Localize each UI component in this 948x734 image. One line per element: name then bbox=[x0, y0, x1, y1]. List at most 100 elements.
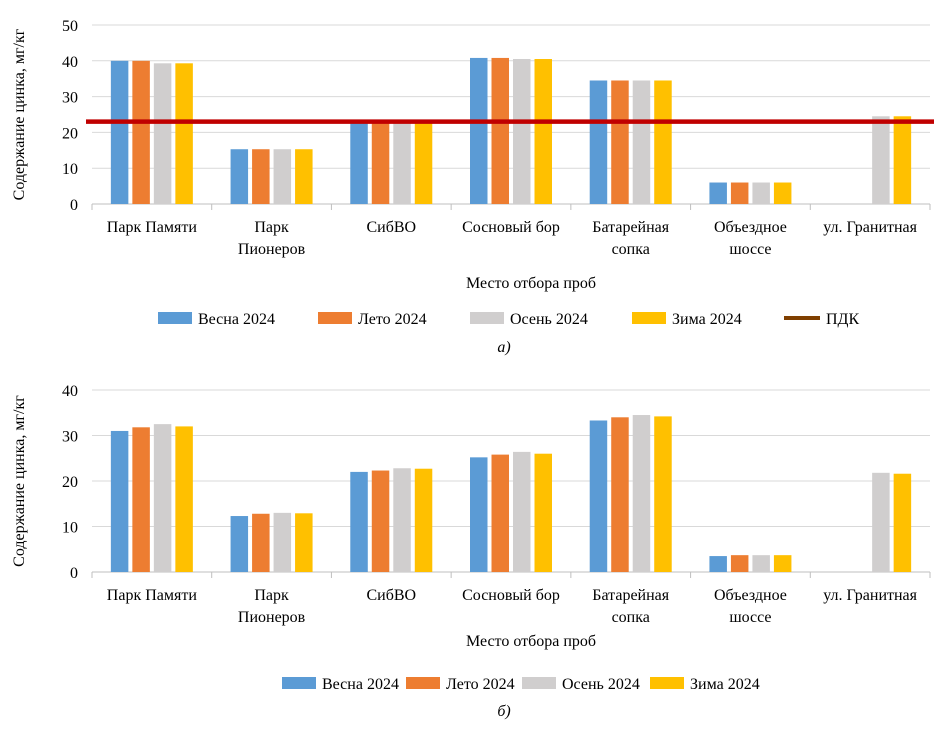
x-category-label: Батарейная bbox=[592, 587, 669, 604]
x-category-label: Парк Памяти bbox=[107, 219, 198, 236]
bar bbox=[872, 472, 890, 572]
bar bbox=[632, 415, 651, 572]
y-tick-label: 0 bbox=[70, 565, 78, 582]
bar bbox=[730, 182, 749, 204]
legend-label: Осень 2024 bbox=[510, 311, 588, 328]
bar bbox=[414, 468, 433, 572]
bar bbox=[393, 123, 411, 204]
legend-label: Лето 2024 bbox=[446, 676, 515, 693]
x-category-label: Объездное bbox=[714, 587, 787, 604]
bar bbox=[534, 59, 552, 205]
bar bbox=[470, 457, 488, 572]
y-tick-label: 40 bbox=[62, 54, 78, 71]
bar bbox=[252, 513, 270, 572]
bar bbox=[175, 426, 193, 572]
chart-panel-a: 0 10 20 30 40 50 Парк Памяти Парк Пионеров СибВО С… bbox=[11, 18, 934, 356]
bar bbox=[632, 80, 651, 204]
bar bbox=[132, 60, 150, 204]
y-tick-label: 30 bbox=[62, 90, 78, 107]
legend-label: Весна 2024 bbox=[198, 311, 275, 328]
x-category-label: СибВО bbox=[366, 219, 416, 236]
legend-label: Зима 2024 bbox=[672, 311, 742, 328]
legend-swatch bbox=[406, 677, 440, 689]
x-category-label: Сосновый бор bbox=[462, 219, 560, 236]
bar bbox=[393, 468, 411, 572]
y-tick-label: 50 bbox=[62, 18, 78, 35]
bar bbox=[709, 182, 727, 204]
x-category-label: шоссе bbox=[729, 609, 771, 626]
bar bbox=[175, 63, 193, 204]
bar bbox=[589, 420, 608, 572]
bar bbox=[893, 116, 912, 204]
x-category-label: шоссе bbox=[729, 241, 771, 258]
bar bbox=[654, 80, 672, 204]
legend-swatch bbox=[650, 677, 684, 689]
legend-label: Зима 2024 bbox=[690, 676, 760, 693]
y-tick-label: 40 bbox=[62, 383, 78, 400]
bar bbox=[491, 454, 509, 572]
x-category-label: ул. Гранитная bbox=[823, 587, 917, 604]
bar bbox=[752, 182, 770, 204]
bar bbox=[371, 123, 390, 204]
bar bbox=[230, 149, 249, 204]
bar bbox=[110, 60, 129, 204]
legend-swatch bbox=[158, 312, 192, 324]
bar bbox=[230, 516, 249, 572]
y-tick-label: 20 bbox=[62, 474, 78, 491]
bar bbox=[589, 80, 608, 204]
legend-swatch bbox=[318, 312, 352, 324]
bar bbox=[153, 424, 172, 572]
x-category-label: сопка bbox=[612, 241, 650, 258]
x-category-label: ул. Гранитная bbox=[823, 219, 917, 236]
bar bbox=[350, 471, 368, 572]
bar bbox=[654, 416, 672, 572]
bar bbox=[350, 123, 368, 204]
bar bbox=[273, 512, 292, 572]
bar bbox=[295, 149, 313, 204]
bar bbox=[709, 556, 727, 572]
x-category-label: Парк bbox=[254, 219, 289, 236]
x-category-label: Парк Памяти bbox=[107, 587, 198, 604]
legend-swatch bbox=[522, 677, 556, 689]
x-category-label: Пионеров bbox=[238, 241, 306, 258]
y-tick-label: 10 bbox=[62, 520, 78, 537]
x-category-label: Объездное bbox=[714, 219, 787, 236]
legend-label: Весна 2024 bbox=[322, 676, 399, 693]
y-tick-label: 10 bbox=[62, 161, 78, 178]
bar bbox=[132, 427, 150, 572]
bar bbox=[730, 555, 749, 572]
x-category-label: СибВО bbox=[366, 587, 416, 604]
y-tick-label: 30 bbox=[62, 429, 78, 446]
bar bbox=[110, 430, 129, 572]
bar bbox=[491, 57, 509, 204]
bar bbox=[752, 555, 770, 572]
x-axis-title: Место отбора проб bbox=[466, 633, 596, 650]
legend-swatch bbox=[282, 677, 316, 689]
bar bbox=[414, 123, 433, 204]
bar bbox=[470, 57, 488, 204]
legend-swatch bbox=[632, 312, 666, 324]
x-category-label: Пионеров bbox=[238, 609, 306, 626]
bar bbox=[273, 149, 292, 204]
bar bbox=[252, 149, 270, 204]
bar bbox=[773, 555, 792, 572]
bar bbox=[893, 473, 912, 572]
legend-label: Лето 2024 bbox=[358, 311, 427, 328]
legend-label-pdk: ПДК bbox=[826, 311, 859, 328]
x-category-label: сопка bbox=[612, 609, 650, 626]
panel-label: б) bbox=[497, 703, 510, 720]
bar bbox=[534, 453, 552, 572]
bar bbox=[611, 417, 629, 572]
x-category-label: Парк bbox=[254, 587, 289, 604]
bar bbox=[773, 182, 792, 204]
bar bbox=[513, 451, 531, 572]
y-tick-label: 0 bbox=[70, 197, 78, 214]
panel-label: а) bbox=[497, 339, 510, 356]
legend-label: Осень 2024 bbox=[562, 676, 640, 693]
bar bbox=[295, 513, 313, 572]
x-category-label: Сосновый бор bbox=[462, 587, 560, 604]
legend-swatch bbox=[470, 312, 504, 324]
bar bbox=[513, 59, 531, 205]
bar bbox=[872, 116, 890, 204]
